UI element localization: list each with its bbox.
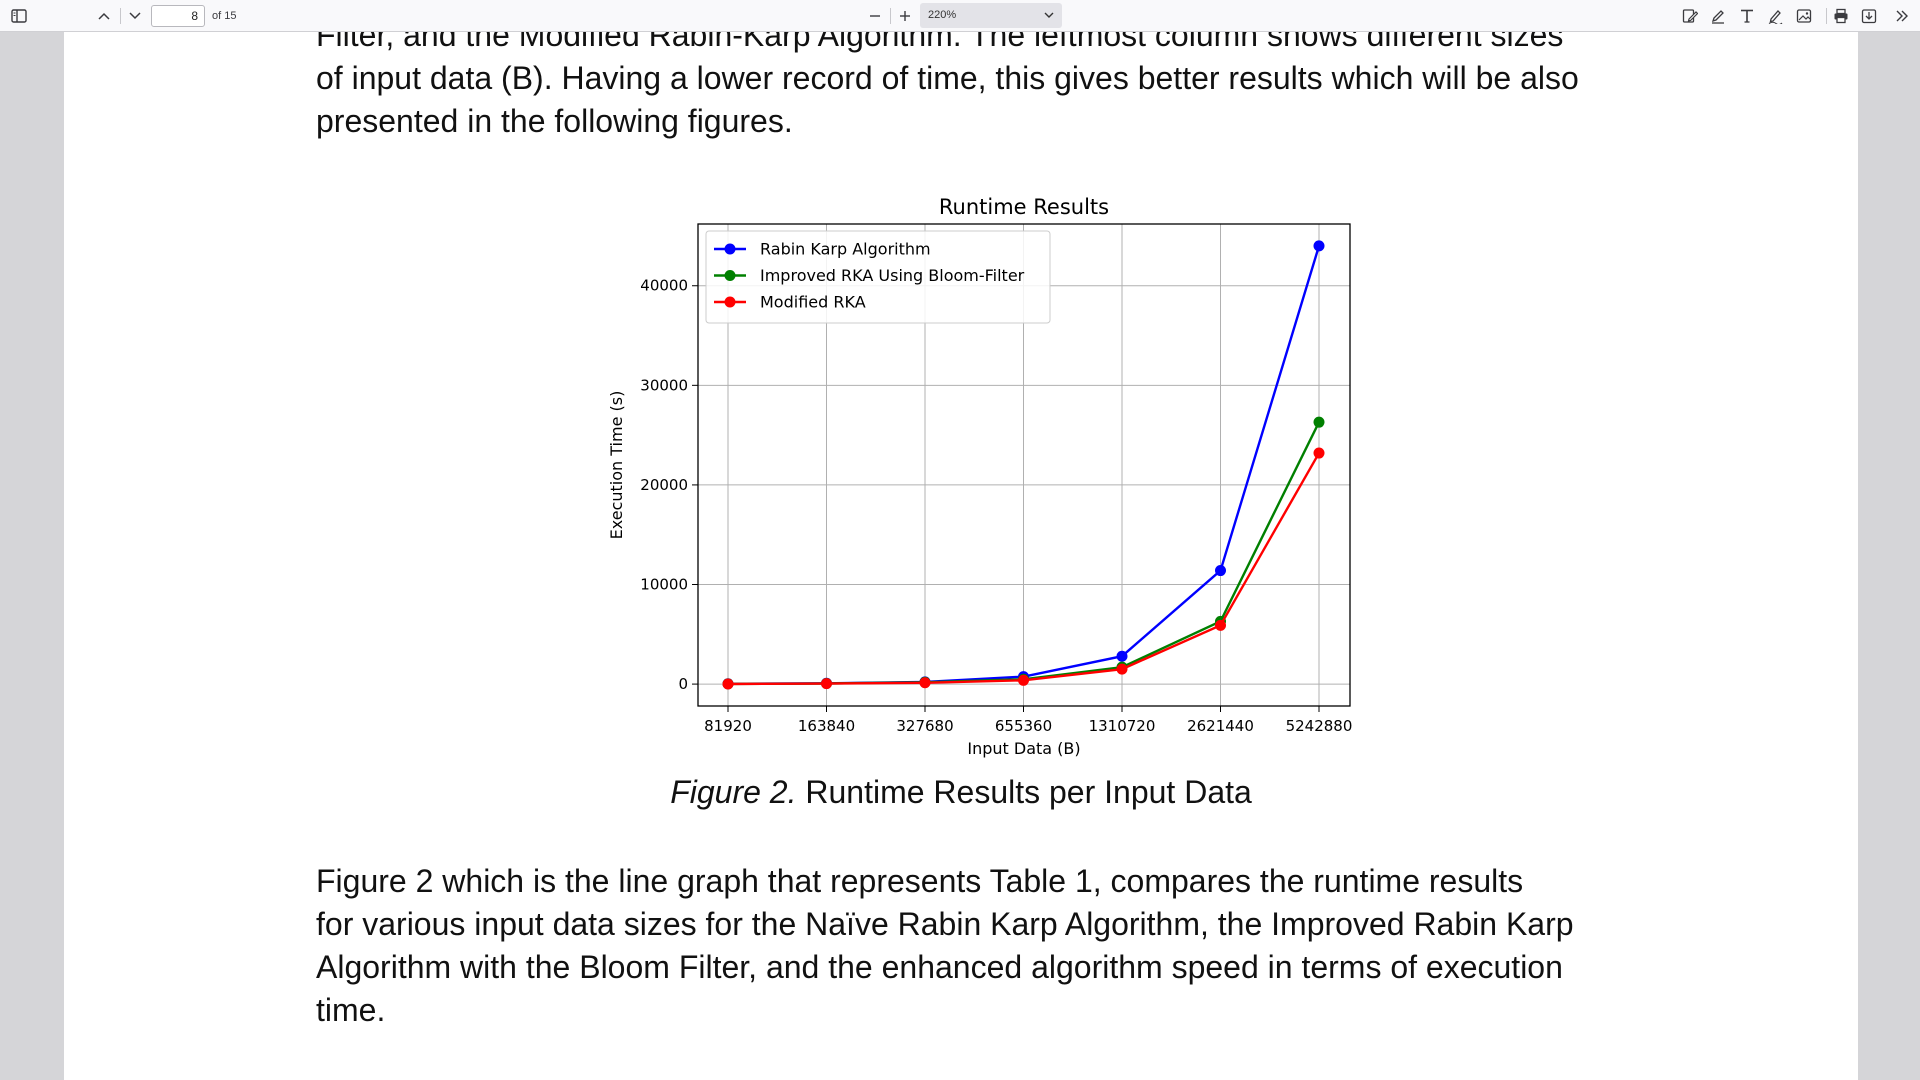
next-page-icon [129, 12, 141, 20]
previous-page-button[interactable] [93, 0, 115, 32]
data-point [722, 678, 734, 690]
data-point [1313, 240, 1325, 252]
save-button[interactable] [1857, 0, 1881, 32]
x-tick-label: 655360 [995, 717, 1052, 735]
y-tick-label: 0 [678, 675, 688, 693]
draw-icon [1711, 10, 1724, 24]
data-point [1116, 650, 1128, 662]
chart-legend: Rabin Karp Algorithm Improved RKA Using B… [705, 230, 1051, 324]
figure-caption: Figure 2. Runtime Results per Input Data [64, 772, 1858, 812]
highlight-icon [1682, 9, 1698, 23]
legend-marker [724, 296, 736, 308]
data-point [1215, 565, 1226, 577]
y-tick-label: 40000 [640, 277, 688, 295]
sidebar-icon [11, 9, 27, 23]
pdf-toolbar: of 15 220% [0, 0, 1920, 32]
legend-box [705, 230, 1051, 324]
more-tools-button[interactable] [1890, 0, 1914, 32]
toolbar-divider [120, 8, 121, 24]
series-layer [722, 240, 1325, 690]
data-point [1313, 416, 1325, 428]
page-number-input[interactable] [151, 5, 205, 27]
image-icon [1796, 9, 1812, 23]
runtime-results-chart: 81920 163840 327680 655360 1310720 2621440 524… [607, 195, 1352, 758]
prev-page-icon [98, 12, 110, 20]
x-tick-label: 1310720 [1089, 717, 1156, 735]
x-tick-label: 81920 [704, 717, 752, 735]
zoom-in-icon [900, 11, 910, 21]
y-tick-label: 10000 [640, 576, 688, 594]
zoom-out-icon [870, 15, 880, 17]
zoom-select[interactable]: 220% [920, 3, 1062, 28]
y-tick-label: 20000 [640, 476, 688, 494]
paragraph-description: Figure 2 which is the line graph that re… [316, 863, 1574, 1028]
more-tools-icon [1896, 10, 1908, 22]
highlight-button[interactable] [1678, 0, 1702, 32]
caption-text: Runtime Results per Input Data [796, 774, 1252, 810]
caption-label: Figure 2. [670, 774, 797, 810]
data-point [1018, 674, 1029, 686]
data-point [1116, 663, 1128, 675]
legend-label: Modified RKA [760, 293, 866, 312]
zoom-out-button[interactable] [864, 0, 886, 32]
chevron-down-icon [1044, 3, 1054, 38]
signature-button[interactable] [1763, 0, 1787, 32]
add-image-button[interactable] [1792, 0, 1816, 32]
data-point [821, 678, 832, 690]
text-icon [1741, 9, 1753, 23]
data-point [919, 677, 931, 689]
save-icon [1861, 9, 1877, 24]
x-tick-label: 163840 [798, 717, 855, 735]
toolbar-divider [890, 8, 891, 24]
y-axis-label: Execution Time (s) [607, 391, 626, 540]
zoom-in-button[interactable] [894, 0, 916, 32]
draw-button[interactable] [1706, 0, 1730, 32]
pdf-page: Filter, and the Modified Rabin-Karp Algo… [64, 32, 1858, 1080]
x-axis-label: Input Data (B) [967, 739, 1080, 758]
legend-label: Improved RKA Using Bloom-Filter [760, 266, 1025, 285]
print-button[interactable] [1829, 0, 1853, 32]
print-icon [1834, 8, 1848, 24]
text-button[interactable] [1735, 0, 1759, 32]
zoom-value: 220% [928, 9, 957, 21]
sidebar-toggle-button[interactable] [6, 0, 32, 32]
data-point [1215, 619, 1226, 631]
toolbar-divider [1826, 8, 1827, 24]
next-page-button[interactable] [124, 0, 146, 32]
legend-marker [724, 270, 736, 281]
page-count-label: of 15 [212, 10, 237, 22]
paragraph-intro: Filter, and the Modified Rabin-Karp Algo… [316, 32, 1579, 139]
x-tick-label: 2621440 [1187, 717, 1254, 735]
axis-ticks: 81920 163840 327680 655360 1310720 2621440 524… [640, 277, 1352, 735]
y-tick-label: 30000 [640, 376, 688, 394]
data-point [1313, 447, 1325, 459]
signature-icon [1768, 10, 1783, 24]
chart-title: Runtime Results [939, 195, 1109, 219]
x-tick-label: 5242880 [1286, 717, 1353, 735]
legend-label: Rabin Karp Algorithm [760, 240, 931, 259]
legend-marker [724, 243, 736, 255]
x-tick-label: 327680 [896, 717, 953, 735]
